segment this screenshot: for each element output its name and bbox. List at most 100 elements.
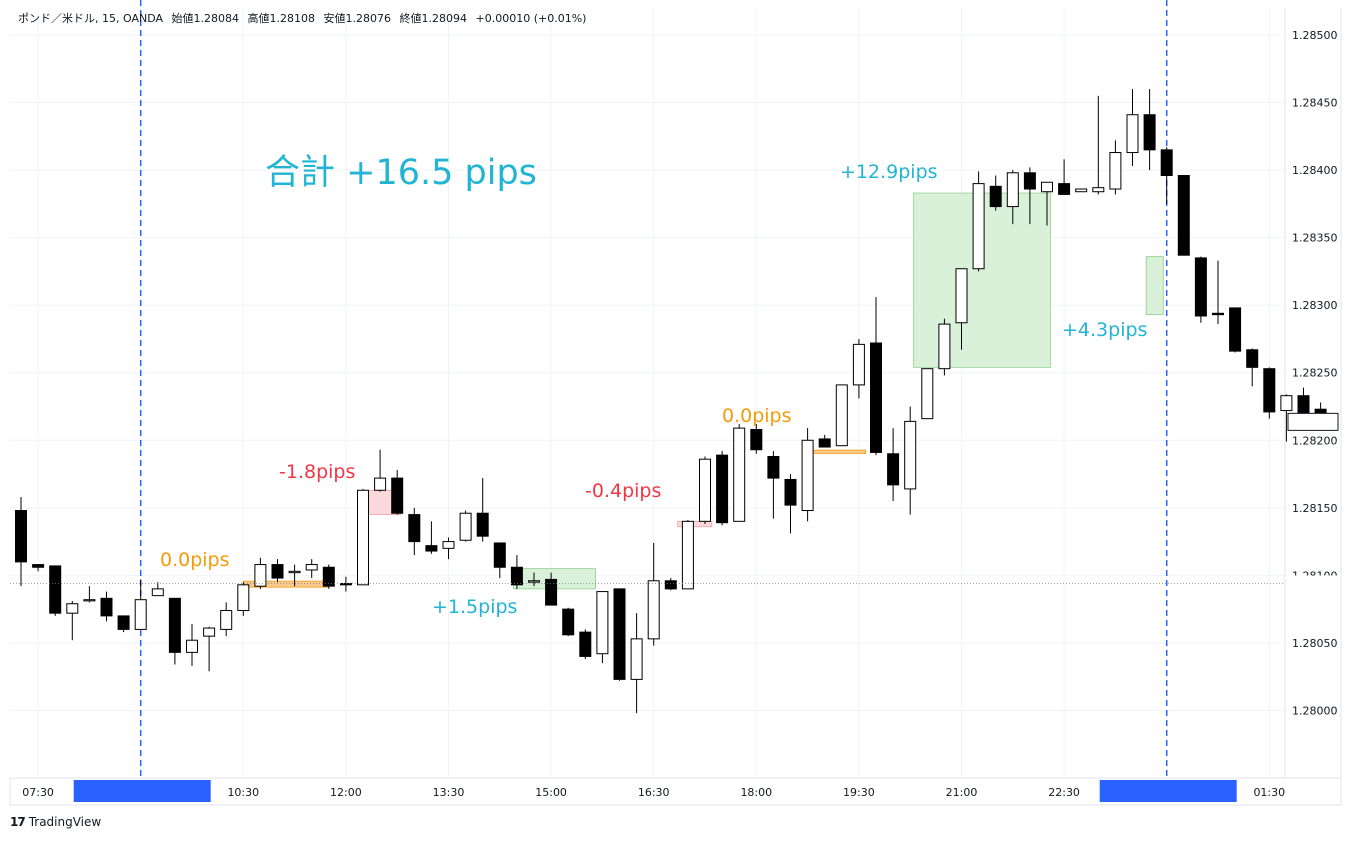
candle xyxy=(767,451,780,519)
candle xyxy=(510,555,523,589)
price-tick-label: 1.28500 xyxy=(1292,29,1338,42)
candle-body xyxy=(459,512,472,541)
candle xyxy=(408,507,421,556)
candle xyxy=(220,602,233,637)
candle xyxy=(100,591,113,622)
candle xyxy=(1041,181,1053,226)
candle xyxy=(545,572,558,606)
candle xyxy=(254,557,267,589)
candle xyxy=(989,175,1002,211)
candle-body xyxy=(562,608,575,636)
candle-body xyxy=(476,512,489,537)
candle-body xyxy=(716,454,729,524)
candle xyxy=(15,497,27,587)
footer-brand: 17 TradingView xyxy=(10,815,101,829)
candle-body xyxy=(254,564,267,587)
candle xyxy=(818,434,831,448)
trade-result-label: -0.4pips xyxy=(585,480,661,502)
candle xyxy=(1177,175,1190,256)
candle xyxy=(203,626,216,672)
candle-body xyxy=(904,420,917,490)
trade-result-label: 0.0pips xyxy=(160,549,230,571)
candle xyxy=(733,424,746,522)
candle-body xyxy=(613,588,626,680)
candle-body xyxy=(955,268,968,324)
candle xyxy=(134,579,147,630)
candle xyxy=(237,582,250,616)
candle xyxy=(528,572,540,587)
candle-body xyxy=(117,615,130,630)
candle-body xyxy=(134,599,147,630)
candle-body xyxy=(1297,395,1310,416)
candle xyxy=(186,624,198,666)
price-tick-label: 1.28300 xyxy=(1292,299,1338,312)
candle-body xyxy=(100,597,113,617)
candle xyxy=(442,537,455,560)
candle xyxy=(835,384,848,447)
time-tick-label: 19:30 xyxy=(843,786,875,799)
symbol-label[interactable]: ポンド／米ドル, 15, OANDA xyxy=(18,12,164,25)
time-tick-label: 18:00 xyxy=(740,786,772,799)
candle-body xyxy=(1212,312,1224,316)
candle xyxy=(1092,95,1105,195)
candle xyxy=(1075,188,1088,193)
symbol-header: ポンド／米ドル, 15, OANDA 始値1.28084 高値1.28108 安… xyxy=(18,10,591,26)
candle xyxy=(151,582,164,597)
candle xyxy=(801,428,814,522)
candle xyxy=(493,542,506,579)
candle-body xyxy=(322,566,335,587)
candle xyxy=(664,578,677,591)
candle-body xyxy=(699,458,711,522)
candle-body xyxy=(357,489,369,586)
candle-body xyxy=(442,541,455,549)
plot-area xyxy=(10,8,1285,778)
time-highlight-bg xyxy=(1099,780,1237,802)
time-highlight-bg xyxy=(73,780,211,802)
trade-box-profit xyxy=(1145,256,1164,316)
trade-result-label: 0.0pips xyxy=(722,405,792,427)
candle-body xyxy=(1229,307,1242,352)
candle xyxy=(681,519,694,590)
candle xyxy=(425,521,438,554)
candle-body xyxy=(921,368,934,420)
brand-label[interactable]: TradingView xyxy=(28,815,102,829)
candle-body xyxy=(493,542,506,568)
open-value: 始値1.28084 xyxy=(171,12,240,25)
trade-box-flat xyxy=(810,449,867,454)
candle xyxy=(784,474,797,534)
candle-body xyxy=(664,580,677,590)
candle-body xyxy=(989,185,1002,208)
candle xyxy=(1006,170,1019,225)
candle-body xyxy=(83,599,96,602)
candle xyxy=(1023,167,1036,225)
candle xyxy=(904,406,917,515)
price-tick-label: 1.28450 xyxy=(1292,97,1338,110)
candle-body xyxy=(596,591,609,655)
low-value: 安値1.28076 xyxy=(323,12,392,25)
high-value: 高値1.28108 xyxy=(247,12,316,25)
candle xyxy=(476,478,489,542)
candle-body xyxy=(374,477,387,491)
time-tick-label: 10:30 xyxy=(227,786,259,799)
candle-body xyxy=(784,478,797,506)
candle xyxy=(1058,159,1071,195)
candle-body xyxy=(32,564,45,568)
candle-body xyxy=(887,453,900,486)
candle xyxy=(750,424,763,454)
candle-body xyxy=(425,545,438,552)
candle-body xyxy=(1160,149,1173,177)
candle xyxy=(288,564,301,587)
candle-body xyxy=(237,584,250,611)
candle-body xyxy=(1280,395,1293,412)
candle xyxy=(1212,260,1224,325)
candle-body xyxy=(733,427,746,522)
candle-body xyxy=(630,638,643,680)
trade-result-label: +12.9pips xyxy=(840,161,938,183)
candle xyxy=(699,456,711,525)
time-tick-label: 07:30 xyxy=(22,786,54,799)
candle xyxy=(579,629,592,660)
tradingview-logo-icon[interactable]: 17 xyxy=(10,815,26,829)
price-tick-label: 1.28050 xyxy=(1292,637,1338,650)
